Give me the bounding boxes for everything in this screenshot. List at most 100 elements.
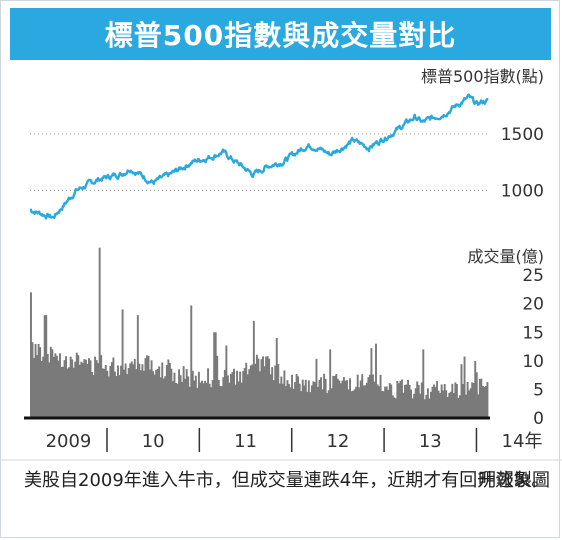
chart-area: 標普500指數(點) 1500 1000 成交量(億)25 20 15 10 5 0 2009 10…	[0, 67, 562, 461]
volume-bar	[469, 388, 472, 418]
volume-bar	[182, 366, 185, 418]
volume-bar	[240, 382, 243, 418]
volume-bar	[384, 386, 387, 418]
volume-bar	[353, 389, 356, 418]
volume-bar	[298, 383, 301, 418]
volume-bar	[352, 390, 355, 418]
volume-bar	[127, 368, 130, 418]
volume-bar	[391, 395, 394, 418]
volume-bar	[150, 360, 153, 418]
volume-bar	[246, 374, 249, 418]
volume-bar	[110, 362, 113, 418]
volume-bar	[164, 376, 167, 418]
volume-bar	[184, 378, 187, 418]
volume-axis-title: 成交量(億)	[468, 247, 545, 266]
volume-bar	[124, 363, 127, 418]
volume-bar	[42, 356, 45, 418]
volume-bar	[320, 377, 322, 418]
volume-bar	[259, 371, 261, 418]
volume-bar	[349, 378, 351, 418]
volume-bar	[281, 383, 284, 418]
volume-tick-label: 20	[522, 295, 544, 315]
volume-bar	[249, 365, 252, 418]
volume-bar	[51, 349, 54, 418]
volume-bar	[205, 382, 208, 418]
volume-bar	[86, 364, 89, 418]
volume-bar	[437, 390, 440, 418]
volume-bar	[481, 386, 484, 418]
volume-bar	[220, 386, 223, 418]
volume-bar	[407, 379, 410, 418]
volume-bar	[364, 385, 367, 418]
volume-bar	[376, 384, 379, 418]
volume-bar	[179, 375, 182, 418]
volume-bar	[83, 359, 86, 418]
volume-bar	[408, 384, 411, 418]
volume-bar	[252, 320, 255, 418]
volume-bar	[147, 355, 150, 418]
volume-bar	[463, 356, 466, 418]
year-tick-label: 10	[142, 431, 165, 452]
volume-bar	[156, 369, 159, 418]
volume-bar	[367, 377, 370, 418]
volume-bar	[74, 361, 77, 418]
volume-bar	[393, 397, 396, 418]
volume-bar	[136, 315, 139, 418]
volume-bar	[139, 370, 142, 418]
volume-bar	[368, 374, 371, 418]
volume-bar	[84, 359, 87, 418]
volume-bar	[43, 315, 46, 418]
volume-bar	[350, 391, 353, 418]
volume-bar	[346, 380, 348, 418]
volume-bar	[335, 374, 338, 418]
index-axis-title: 標普500指數(點)	[421, 67, 544, 86]
volume-bar	[126, 374, 129, 418]
volume-bar	[211, 380, 214, 418]
volume-bar	[280, 376, 283, 418]
volume-bar	[288, 383, 290, 418]
volume-bar	[428, 398, 431, 418]
volume-bar	[394, 398, 397, 418]
volume-bar	[381, 390, 384, 418]
volume-bar	[68, 367, 71, 418]
volume-bar	[239, 371, 242, 418]
volume-bar	[419, 393, 422, 418]
volume-bar	[204, 380, 206, 418]
volume-bar	[371, 374, 374, 418]
volume-tick-label: 0	[533, 409, 544, 429]
volume-bar	[292, 388, 295, 418]
volume-bar	[356, 374, 359, 418]
volume-bar	[176, 383, 179, 418]
volume-bar	[396, 381, 399, 418]
volume-bar	[373, 381, 376, 418]
volume-bar	[196, 387, 199, 418]
volume-bar	[69, 356, 72, 418]
volume-bar	[88, 358, 90, 418]
volume-bar	[342, 377, 345, 418]
volume-bar	[303, 385, 306, 418]
volume-bar	[59, 353, 61, 418]
volume-bar	[262, 356, 264, 418]
volume-bar	[255, 354, 258, 418]
volume-bar	[310, 385, 313, 418]
volume-bar	[275, 338, 278, 418]
volume-bar	[226, 375, 229, 418]
volume-bar	[410, 389, 413, 418]
volume-bar	[185, 369, 188, 418]
volume-bar	[229, 373, 232, 418]
sp500-line	[29, 93, 489, 220]
volume-bar	[171, 381, 174, 418]
volume-bar	[484, 386, 487, 418]
volume-bar	[168, 363, 171, 418]
volume-bar	[268, 358, 271, 418]
volume-bar	[77, 355, 80, 418]
volume-bar	[466, 381, 469, 418]
volume-bar	[274, 365, 277, 418]
volume-bar	[141, 364, 144, 418]
volume-bar	[411, 398, 414, 418]
volume-bar	[39, 347, 42, 418]
volume-bar	[155, 369, 158, 418]
volume-bar	[422, 349, 425, 418]
volume-bar	[318, 379, 321, 418]
volume-bar	[251, 364, 254, 418]
